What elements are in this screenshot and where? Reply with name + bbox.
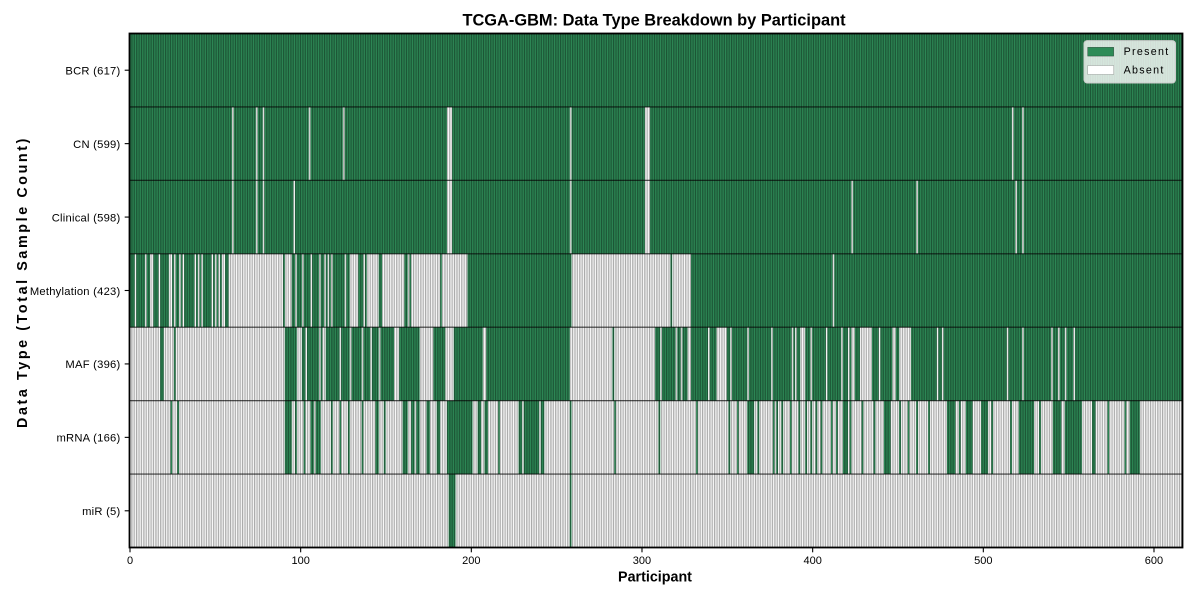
svg-text:100: 100 xyxy=(291,555,309,567)
svg-text:400: 400 xyxy=(803,555,821,567)
svg-text:MAF (396): MAF (396) xyxy=(65,359,120,371)
svg-text:BCR (617): BCR (617) xyxy=(65,66,120,78)
svg-text:Data Type (Total Sample Count): Data Type (Total Sample Count) xyxy=(15,136,31,428)
svg-text:mRNA (166): mRNA (166) xyxy=(56,433,120,445)
svg-text:300: 300 xyxy=(633,555,651,567)
svg-text:0: 0 xyxy=(127,555,133,567)
svg-text:500: 500 xyxy=(974,555,992,567)
svg-text:TCGA-GBM: Data Type Breakdown: TCGA-GBM: Data Type Breakdown by Partici… xyxy=(462,12,846,30)
svg-text:Clinical (598): Clinical (598) xyxy=(52,212,121,224)
svg-text:600: 600 xyxy=(1145,555,1163,567)
svg-text:CN (599): CN (599) xyxy=(73,139,120,151)
svg-text:Methylation (423): Methylation (423) xyxy=(30,286,121,298)
svg-text:200: 200 xyxy=(462,555,480,567)
svg-text:Participant: Participant xyxy=(618,570,692,586)
svg-text:Present: Present xyxy=(1124,46,1170,58)
svg-text:Absent: Absent xyxy=(1124,64,1165,76)
svg-text:miR (5): miR (5) xyxy=(82,506,120,518)
